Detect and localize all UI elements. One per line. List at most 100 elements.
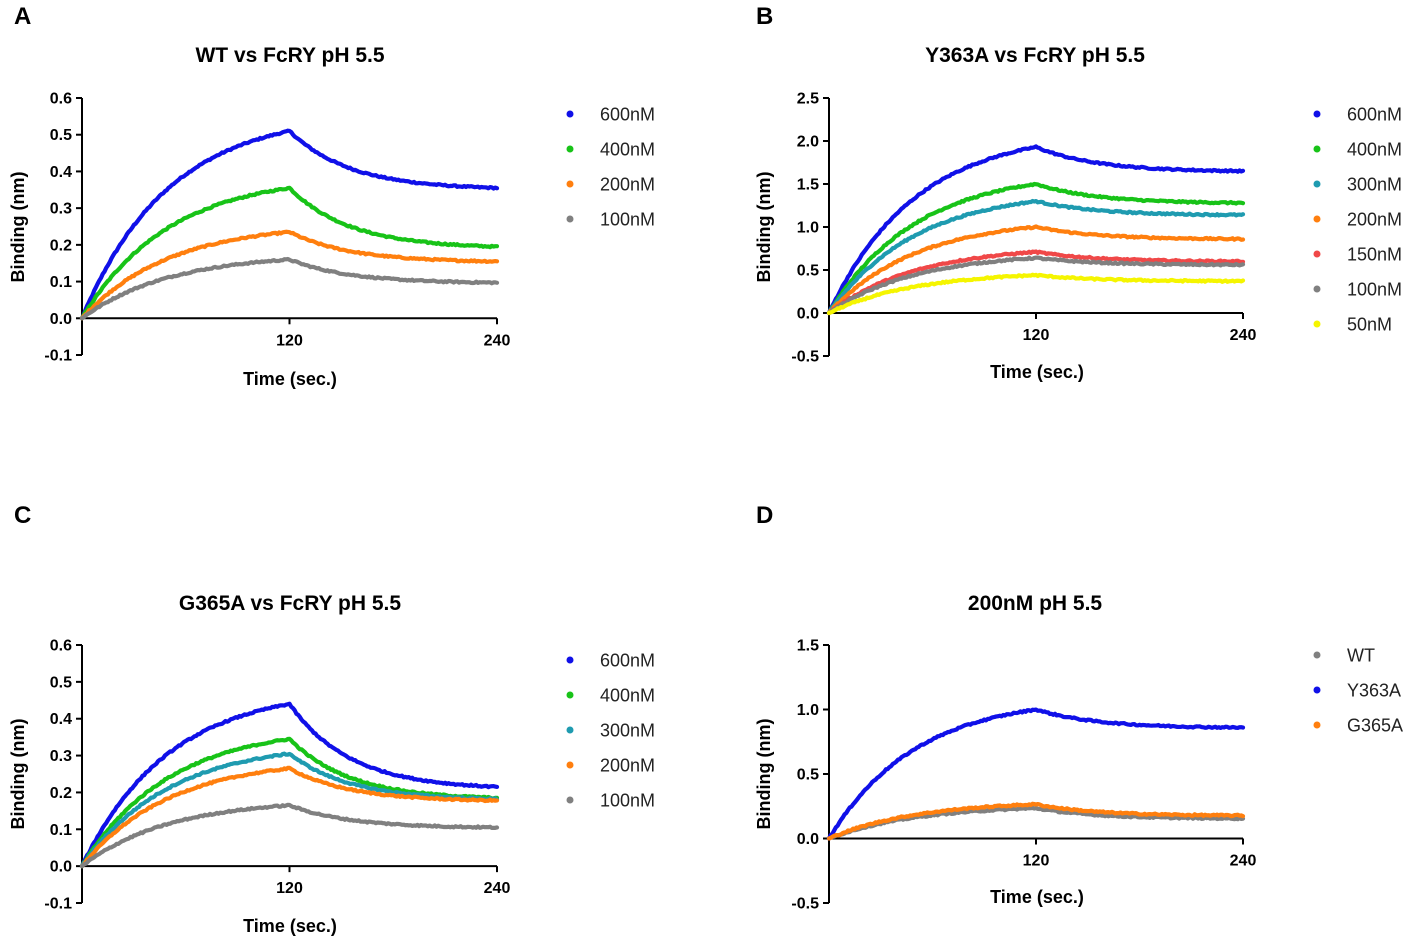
- y-tick-label: 0.0: [50, 859, 72, 876]
- y-tick-label: 0.0: [797, 831, 819, 848]
- y-tick-label: 0.0: [797, 306, 819, 323]
- y-axis-label: Binding (nm): [754, 172, 774, 283]
- x-tick-label: 120: [1023, 327, 1050, 344]
- y-tick-label: 0.6: [50, 638, 72, 655]
- legend-label: 400nM: [600, 686, 655, 706]
- y-tick-label: 0.2: [50, 785, 72, 802]
- legend-marker: [1313, 651, 1321, 659]
- chart-title: WT vs FcRY pH 5.5: [195, 44, 384, 67]
- series-line-100nM: [79, 256, 500, 321]
- legend-marker: [566, 761, 574, 769]
- legend-label: 300nM: [600, 721, 655, 741]
- legend-label: 150nM: [1347, 245, 1402, 265]
- legend-marker: [566, 110, 574, 118]
- legend-marker: [566, 180, 574, 188]
- legend-label: G365A: [1347, 716, 1403, 736]
- series-line-100nM: [79, 802, 500, 869]
- series-line-200nM: [826, 224, 1246, 316]
- x-tick-label: 120: [276, 332, 303, 349]
- y-axis-label: Binding (nm): [754, 719, 774, 830]
- x-axis-label: Time (sec.): [990, 887, 1084, 907]
- chart-title: 200nM pH 5.5: [968, 592, 1103, 615]
- y-tick-label: -0.1: [44, 896, 72, 913]
- y-tick-label: 0.5: [50, 674, 72, 691]
- y-tick-label: 0.2: [50, 237, 72, 254]
- legend-marker: [1313, 250, 1321, 258]
- series-line-WT: [826, 805, 1246, 841]
- chart-title: G365A vs FcRY pH 5.5: [179, 592, 401, 615]
- series-line-600nM: [79, 701, 500, 869]
- series-line-400nM: [79, 185, 500, 321]
- y-tick-label: 0.1: [50, 274, 72, 291]
- legend-label: 600nM: [600, 105, 655, 125]
- y-tick-label: 1.5: [797, 638, 819, 655]
- legend-marker: [566, 691, 574, 699]
- legend-marker: [566, 796, 574, 804]
- legend-label: 600nM: [1347, 105, 1402, 125]
- y-tick-label: 0.5: [797, 767, 819, 784]
- y-tick-label: 1.0: [797, 702, 819, 719]
- series-line-600nM: [826, 144, 1246, 316]
- legend-label: 400nM: [600, 140, 655, 160]
- panel-letter: B: [756, 3, 773, 30]
- x-axis-label: Time (sec.): [243, 916, 337, 936]
- series-line-200nM: [79, 765, 500, 869]
- panel-letter: C: [14, 502, 31, 529]
- y-tick-label: 2.0: [797, 134, 819, 151]
- panel-C: C G365A vs FcRY pH 5.5 -0.1 0.0 0.1 0.2 0.3 0.4…: [8, 502, 655, 936]
- x-tick-label: 120: [276, 880, 303, 897]
- y-tick-label: 2.5: [797, 91, 819, 108]
- y-tick-label: 0.3: [50, 201, 72, 218]
- x-tick-label: 120: [1023, 853, 1050, 870]
- legend-marker: [1313, 721, 1321, 729]
- chart-title: Y363A vs FcRY pH 5.5: [925, 44, 1145, 67]
- series-line-G365A: [826, 801, 1246, 841]
- legend-label: 100nM: [600, 210, 655, 230]
- legend-marker: [566, 656, 574, 664]
- y-axis-label: Binding (nm): [8, 172, 28, 283]
- series-line-600nM: [79, 128, 500, 321]
- series-line-50nM: [826, 272, 1246, 316]
- panel-B: B Y363A vs FcRY pH 5.5 -0.5 0.0 0.5 1.0 1.5 2.0…: [754, 3, 1402, 382]
- y-tick-label: 1.0: [797, 220, 819, 237]
- series-line-300nM: [826, 198, 1246, 316]
- y-tick-label: 0.1: [50, 822, 72, 839]
- series-line-100nM: [826, 255, 1246, 316]
- legend-label: 200nM: [600, 756, 655, 776]
- legend-label: WT: [1347, 646, 1375, 666]
- y-tick-label: 0.5: [50, 127, 72, 144]
- legend-label: 100nM: [600, 791, 655, 811]
- y-tick-label: 0.3: [50, 748, 72, 765]
- legend-marker: [1313, 686, 1321, 694]
- legend-label: 200nM: [600, 175, 655, 195]
- y-tick-label: 0.4: [50, 711, 72, 728]
- legend-marker: [1313, 320, 1321, 328]
- y-tick-label: 0.0: [50, 311, 72, 328]
- y-axis-label: Binding (nm): [8, 719, 28, 830]
- legend-marker: [566, 145, 574, 153]
- legend-label: 400nM: [1347, 140, 1402, 160]
- series-line-300nM: [79, 751, 500, 869]
- y-tick-label: 0.6: [50, 91, 72, 108]
- panel-D: D 200nM pH 5.5 -0.5 0.0 0.5 1.0 1.5 120 240 Time …: [754, 502, 1403, 913]
- legend-label: 200nM: [1347, 210, 1402, 230]
- legend-label: Y363A: [1347, 681, 1401, 701]
- y-tick-label: -0.1: [44, 348, 72, 365]
- legend-marker: [1313, 215, 1321, 223]
- panel-letter: A: [14, 3, 31, 30]
- y-tick-label: 1.5: [797, 177, 819, 194]
- legend-marker: [1313, 110, 1321, 118]
- legend-label: 50nM: [1347, 315, 1392, 335]
- y-tick-label: 0.5: [797, 263, 819, 280]
- legend-marker: [566, 726, 574, 734]
- x-tick-label: 240: [1230, 327, 1257, 344]
- series-line-200nM: [79, 229, 500, 321]
- panel-letter: D: [756, 502, 773, 529]
- x-tick-label: 240: [484, 332, 511, 349]
- legend-marker: [1313, 180, 1321, 188]
- y-tick-label: 0.4: [50, 164, 72, 181]
- x-axis-label: Time (sec.): [990, 362, 1084, 382]
- series-line-150nM: [826, 249, 1246, 316]
- x-tick-label: 240: [484, 880, 511, 897]
